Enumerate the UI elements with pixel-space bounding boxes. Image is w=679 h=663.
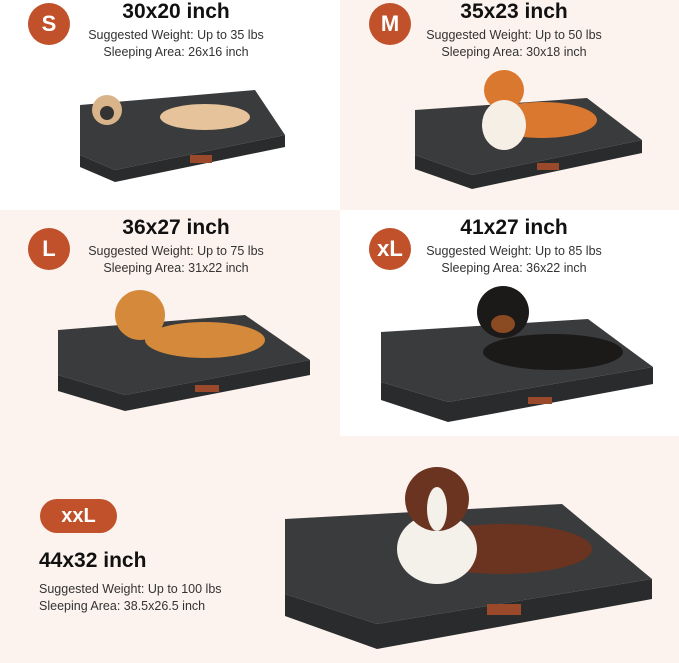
size-card-l: L 36x27 inch Suggested Weight: Up to 75 … bbox=[0, 210, 340, 436]
bed-dimensions: 44x32 inch bbox=[39, 549, 147, 572]
dog-bed-image bbox=[285, 467, 652, 649]
size-info: Suggested Weight: Up to 75 lbs Sleeping A… bbox=[56, 243, 296, 277]
size-badge: xxL bbox=[40, 499, 117, 533]
sleeping-area: Sleeping Area: 26x16 inch bbox=[103, 45, 249, 59]
size-card-s: S 30x20 inch Suggested Weight: Up to 35 … bbox=[0, 0, 340, 210]
bed-dimensions: 35x23 inch bbox=[460, 0, 568, 23]
dog-bed-image bbox=[381, 286, 653, 422]
size-badge: L bbox=[28, 228, 70, 270]
size-info: Suggested Weight: Up to 85 lbs Sleeping A… bbox=[394, 243, 634, 277]
dog-bed-image bbox=[80, 90, 285, 182]
bed-dimensions: 36x27 inch bbox=[122, 216, 230, 239]
bed-dimensions: 30x20 inch bbox=[122, 0, 230, 23]
size-info: Suggested Weight: Up to 50 lbs Sleeping A… bbox=[394, 27, 634, 61]
suggested-weight: Suggested Weight: Up to 35 lbs bbox=[88, 28, 264, 42]
size-badge: S bbox=[28, 3, 70, 45]
sleeping-area: Sleeping Area: 38.5x26.5 inch bbox=[39, 599, 206, 613]
size-badge: xL bbox=[369, 228, 411, 270]
size-card-m: M 35x23 inch Suggested Weight: Up to 50 … bbox=[340, 0, 679, 210]
sleeping-area: Sleeping Area: 36x22 inch bbox=[441, 261, 587, 275]
size-card-xxl: xxL 44x32 inch Suggested Weight: Up to 1… bbox=[0, 436, 679, 663]
suggested-weight: Suggested Weight: Up to 100 lbs bbox=[39, 582, 222, 596]
suggested-weight: Suggested Weight: Up to 75 lbs bbox=[88, 244, 264, 258]
bed-dimensions: 41x27 inch bbox=[460, 216, 568, 239]
sleeping-area: Sleeping Area: 30x18 inch bbox=[441, 45, 587, 59]
dog-bed-image bbox=[415, 70, 642, 189]
dog-bed-image bbox=[58, 290, 310, 411]
sleeping-area: Sleeping Area: 31x22 inch bbox=[103, 261, 249, 275]
size-badge: M bbox=[369, 3, 411, 45]
size-info: Suggested Weight: Up to 100 lbs Sleeping … bbox=[39, 581, 222, 615]
size-card-xl: xL 41x27 inch Suggested Weight: Up to 85… bbox=[340, 210, 679, 436]
suggested-weight: Suggested Weight: Up to 85 lbs bbox=[426, 244, 602, 258]
suggested-weight: Suggested Weight: Up to 50 lbs bbox=[426, 28, 602, 42]
size-info: Suggested Weight: Up to 35 lbs Sleeping A… bbox=[56, 27, 296, 61]
